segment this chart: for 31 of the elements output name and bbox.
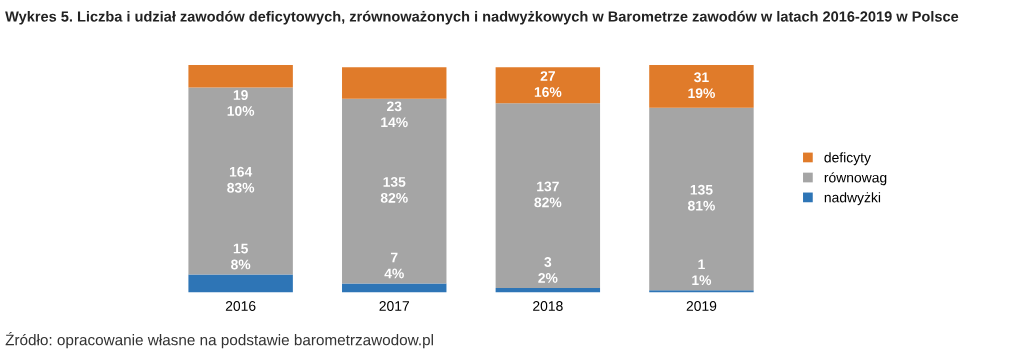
data-label: 7 4% [384, 252, 404, 279]
bar [188, 87, 293, 275]
data-label: 1 1% [692, 259, 712, 286]
data-label: 23 14% [381, 101, 408, 128]
data-label: 135 82% [380, 176, 408, 203]
data-label: 27 16% [534, 71, 562, 97]
bar [649, 107, 754, 291]
bar [342, 67, 447, 99]
bar [495, 67, 601, 104]
legend-label: nadwyżki [824, 192, 881, 206]
bar [342, 283, 447, 293]
data-label: 164 83% [227, 166, 255, 193]
data-label: 31 19% [688, 72, 715, 99]
x-tick-label: 2018 [533, 301, 563, 311]
data-label: 135 81% [687, 184, 715, 211]
bar [495, 103, 601, 288]
bar [188, 64, 293, 88]
data-label: 3 2% [538, 257, 558, 283]
bar [342, 98, 447, 284]
data-label: 137 82% [534, 181, 562, 208]
chart-title: Wykres 5. Liczba i udział zawodów deficytowych, zrównoważonych i nadwyżkowych w Barometrze zawodów w latach 2016-2019 w Polsce [5, 10, 959, 25]
bar [649, 64, 754, 108]
x-tick-label: 2019 [686, 301, 717, 311]
x-tick-label: 2016 [225, 301, 256, 311]
x-tick-label: 2017 [379, 301, 409, 311]
legend-label: równowag [824, 172, 887, 186]
data-label: 19 10% [227, 90, 255, 116]
text: Źródło: opracowanie własne na podstawie barometrzawodow.pl [5, 331, 433, 349]
bar [188, 274, 293, 293]
legend-label: deficyty [824, 152, 871, 166]
data-label: 15 8% [231, 243, 251, 270]
